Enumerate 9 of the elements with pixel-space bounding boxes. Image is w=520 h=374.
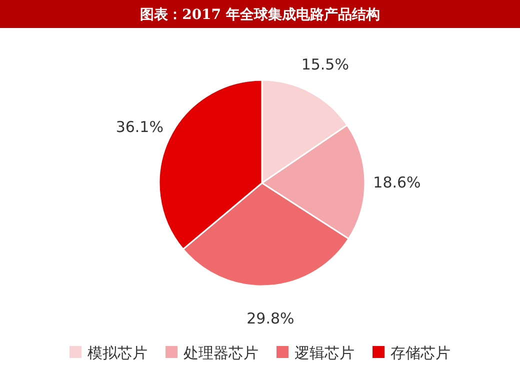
legend-label: 存储芯片 <box>390 344 450 362</box>
data-label: 36.1% <box>116 118 164 136</box>
legend-label: 逻辑芯片 <box>294 344 354 362</box>
legend-label: 模拟芯片 <box>88 344 148 362</box>
data-label: 18.6% <box>373 173 421 192</box>
legend-label: 处理器芯片 <box>184 344 258 362</box>
chart-title: 图表：2017 年全球集成电路产品结构 <box>140 6 380 23</box>
data-label: 29.8% <box>246 310 294 328</box>
data-label: 15.5% <box>301 56 349 74</box>
